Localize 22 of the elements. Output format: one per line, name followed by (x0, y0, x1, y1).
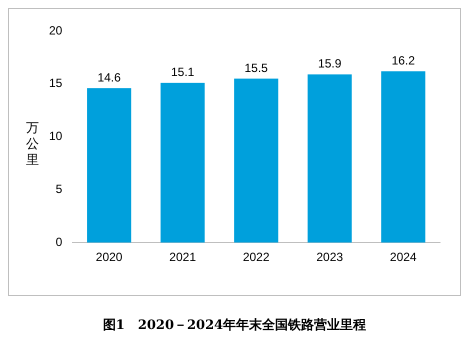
y-axis-title: 万公里 (26, 121, 40, 169)
data-label: 16.2 (392, 54, 416, 68)
data-label: 15.1 (170, 65, 195, 80)
bar (160, 82, 205, 243)
bar (308, 74, 352, 243)
data-label: 15.9 (318, 56, 342, 71)
bar (381, 71, 426, 243)
bar (87, 88, 132, 243)
data-label: 14.6 (97, 70, 122, 84)
data-label: 15.5 (244, 60, 268, 75)
y-tick-label: 20 (48, 23, 63, 38)
y-tick-label: 10 (48, 129, 63, 144)
x-tick-label: 2024 (390, 250, 417, 264)
y-tick-label: 5 (56, 182, 63, 196)
x-tick-label: 2021 (169, 250, 196, 264)
bar (234, 78, 278, 243)
y-tick-label: 0 (56, 234, 63, 249)
x-tick-label: 2023 (316, 250, 344, 264)
x-tick-label: 2020 (96, 250, 123, 264)
y-tick-label: 15 (48, 76, 63, 90)
text: 图1 2020－2024年年末全国铁路营业里程 (102, 317, 368, 334)
x-tick-label: 2022 (242, 250, 270, 264)
